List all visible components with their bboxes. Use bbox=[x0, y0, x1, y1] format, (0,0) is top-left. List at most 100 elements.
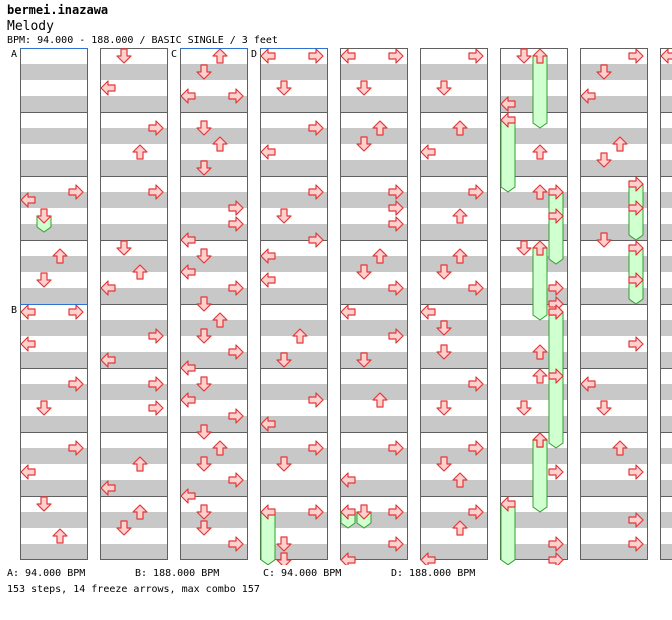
chart-summary: 153 steps, 14 freeze arrows, max combo 1… bbox=[7, 584, 260, 595]
column-border bbox=[100, 48, 168, 560]
step-arrow-up-icon bbox=[532, 184, 548, 200]
beat-stripe bbox=[260, 352, 328, 368]
step-arrow-left-icon bbox=[20, 464, 36, 480]
beat-stripe bbox=[420, 288, 488, 304]
step-arrow-right-icon bbox=[228, 472, 244, 488]
step-arrows bbox=[20, 48, 672, 565]
step-arrow-right-icon bbox=[308, 184, 324, 200]
beat-stripe bbox=[420, 128, 488, 144]
beat-stripe bbox=[580, 64, 648, 80]
step-arrow-left-icon bbox=[20, 192, 36, 208]
beat-stripe bbox=[420, 192, 488, 208]
step-arrow-down-icon bbox=[596, 64, 612, 80]
beat-stripe bbox=[100, 480, 168, 496]
beat-stripe bbox=[340, 384, 408, 400]
step-arrow-right-icon bbox=[308, 232, 324, 248]
step-arrow-up-icon bbox=[132, 456, 148, 472]
step-arrow-right-icon bbox=[308, 392, 324, 408]
step-arrow-down-icon bbox=[436, 320, 452, 336]
beat-stripe bbox=[260, 544, 328, 560]
step-arrow-down-icon bbox=[596, 152, 612, 168]
beat-stripe bbox=[340, 256, 408, 272]
step-arrow-right-icon bbox=[628, 536, 644, 552]
step-arrow-down-icon bbox=[356, 352, 372, 368]
step-arrow-down-icon bbox=[196, 160, 212, 176]
freeze-arrow-up bbox=[532, 247, 548, 321]
beat-stripe bbox=[180, 256, 248, 272]
artist-name: bermei.inazawa bbox=[7, 3, 109, 17]
beat-stripe bbox=[180, 192, 248, 208]
beat-stripe bbox=[180, 544, 248, 560]
freeze-head-left-icon bbox=[500, 112, 516, 128]
step-arrow-right-icon bbox=[228, 344, 244, 360]
beat-stripe bbox=[260, 96, 328, 112]
beat-stripe bbox=[100, 64, 168, 80]
step-arrow-down-icon bbox=[436, 400, 452, 416]
step-arrow-left-icon bbox=[100, 480, 116, 496]
step-arrow-down-icon bbox=[596, 400, 612, 416]
beat-stripe bbox=[580, 480, 648, 496]
step-arrow-down-icon bbox=[276, 552, 292, 565]
beat-stripe bbox=[180, 160, 248, 176]
beat-stripe bbox=[100, 128, 168, 144]
beat-stripe bbox=[580, 384, 648, 400]
beat-stripe bbox=[660, 128, 672, 144]
step-arrow-right-icon bbox=[228, 408, 244, 424]
beat-stripe bbox=[180, 64, 248, 80]
beat-stripe bbox=[420, 512, 488, 528]
step-arrow-down-icon bbox=[596, 232, 612, 248]
freeze-head-up-icon bbox=[532, 240, 548, 256]
step-arrow-down-icon bbox=[356, 80, 372, 96]
step-arrow-down-icon bbox=[516, 400, 532, 416]
freeze-head-right-icon bbox=[548, 368, 564, 384]
step-arrow-right-icon bbox=[468, 440, 484, 456]
beat-stripe bbox=[500, 512, 568, 528]
step-arrow-down-icon bbox=[356, 264, 372, 280]
step-arrow-right-icon bbox=[468, 376, 484, 392]
step-arrow-left-icon bbox=[420, 144, 436, 160]
step-arrow-right-icon bbox=[628, 272, 644, 288]
step-arrow-down-icon bbox=[436, 344, 452, 360]
step-arrow-right-icon bbox=[68, 304, 84, 320]
step-arrow-left-icon bbox=[500, 96, 516, 112]
column-border bbox=[500, 48, 568, 560]
beat-stripe bbox=[420, 160, 488, 176]
step-arrow-left-icon bbox=[340, 304, 356, 320]
beat-stripe bbox=[180, 224, 248, 240]
beat-stripe bbox=[340, 192, 408, 208]
beat-stripe bbox=[20, 96, 88, 112]
step-arrow-down-icon bbox=[276, 208, 292, 224]
step-arrow-up-icon bbox=[212, 136, 228, 152]
beat-stripe bbox=[340, 224, 408, 240]
step-arrow-left-icon bbox=[580, 88, 596, 104]
step-arrow-left-icon bbox=[340, 472, 356, 488]
beat-stripe bbox=[580, 96, 648, 112]
beat-stripe bbox=[180, 512, 248, 528]
beat-stripe bbox=[580, 320, 648, 336]
freeze-head-down-icon bbox=[36, 208, 52, 224]
beat-stripe bbox=[340, 288, 408, 304]
bpm-marker-label: A bbox=[11, 49, 17, 60]
beat-stripe bbox=[660, 480, 672, 496]
step-arrow-left-icon bbox=[260, 272, 276, 288]
step-arrow-up-icon bbox=[372, 120, 388, 136]
step-arrow-up-icon bbox=[452, 120, 468, 136]
step-arrow-left-icon bbox=[180, 232, 196, 248]
beat-stripe bbox=[580, 448, 648, 464]
step-arrow-left-icon bbox=[340, 48, 356, 64]
beat-stripe bbox=[340, 96, 408, 112]
bpm-legend-c: C: 94.000 BPM bbox=[263, 568, 342, 579]
step-arrow-down-icon bbox=[36, 272, 52, 288]
beat-stripe bbox=[20, 288, 88, 304]
beat-stripe bbox=[20, 544, 88, 560]
beat-stripe bbox=[580, 544, 648, 560]
beat-stripe bbox=[340, 480, 408, 496]
step-arrow-right-icon bbox=[388, 440, 404, 456]
beat-stripe bbox=[340, 64, 408, 80]
beat-stripe bbox=[20, 64, 88, 80]
step-arrow-right-icon bbox=[388, 280, 404, 296]
step-arrow-left-icon bbox=[180, 360, 196, 376]
freeze-arrow-right bbox=[548, 191, 564, 265]
beat-stripe bbox=[660, 384, 672, 400]
column-border bbox=[580, 48, 648, 560]
